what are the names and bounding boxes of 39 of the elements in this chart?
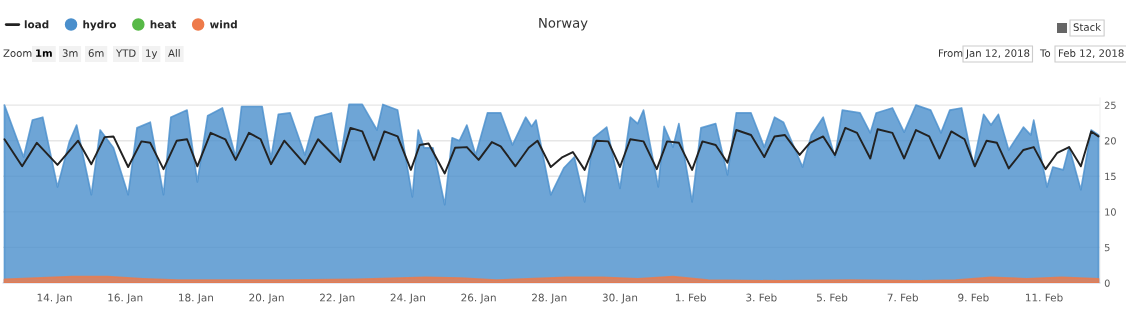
x-tick-label: 28. Jan [532, 293, 567, 304]
y-tick-label: 15 [1105, 172, 1116, 181]
x-tick-label: 14. Jan [37, 293, 72, 304]
x-tick-label: 9. Feb [958, 293, 989, 302]
y-tick-label: 5 [1104, 244, 1110, 252]
x-tick-label: 22. Jan [320, 293, 355, 304]
legend-label: heat [150, 20, 177, 29]
legend-label: hydro [83, 20, 117, 31]
x-tick-label: 11. Feb [1026, 293, 1063, 302]
y-tick-label: 20 [1104, 137, 1116, 145]
legend-label: load [24, 20, 49, 29]
x-tick-label: 16. Jan [108, 293, 143, 304]
text: 3m [62, 49, 78, 57]
chart-title: Norway [539, 18, 588, 31]
x-tick-label: 7. Feb [887, 293, 918, 302]
text: All [168, 49, 180, 57]
text: Stack [1073, 23, 1102, 31]
x-tick-label: 5. Feb [816, 293, 848, 302]
x-tick-label: 1. Feb [675, 293, 706, 302]
x-tick-label: 18. Jan [179, 293, 213, 304]
y-tick-label: 10 [1105, 208, 1116, 216]
text: To [1039, 49, 1051, 57]
text: 1m [36, 49, 52, 57]
text: From [938, 49, 963, 57]
text: 1y [146, 49, 158, 59]
text: Jan 12, 2018 [965, 49, 1030, 59]
y-tick-label: 25 [1104, 101, 1116, 109]
text: Zoom [3, 49, 32, 57]
text: 6m [88, 49, 104, 57]
x-tick-label: 26. Jan [461, 293, 496, 304]
y-tick-label: 0 [1104, 279, 1110, 287]
text: Feb 12, 2018 [1058, 49, 1124, 58]
x-tick-label: 20. Jan [249, 293, 284, 304]
line-series [3, 126, 1100, 175]
x-tick-label: 30. Jan [602, 293, 638, 304]
text: YTD [115, 49, 136, 57]
x-tick-label: 24. Jan [390, 293, 426, 304]
x-tick-label: 3. Feb [746, 293, 777, 302]
legend-label: wind [209, 20, 237, 29]
